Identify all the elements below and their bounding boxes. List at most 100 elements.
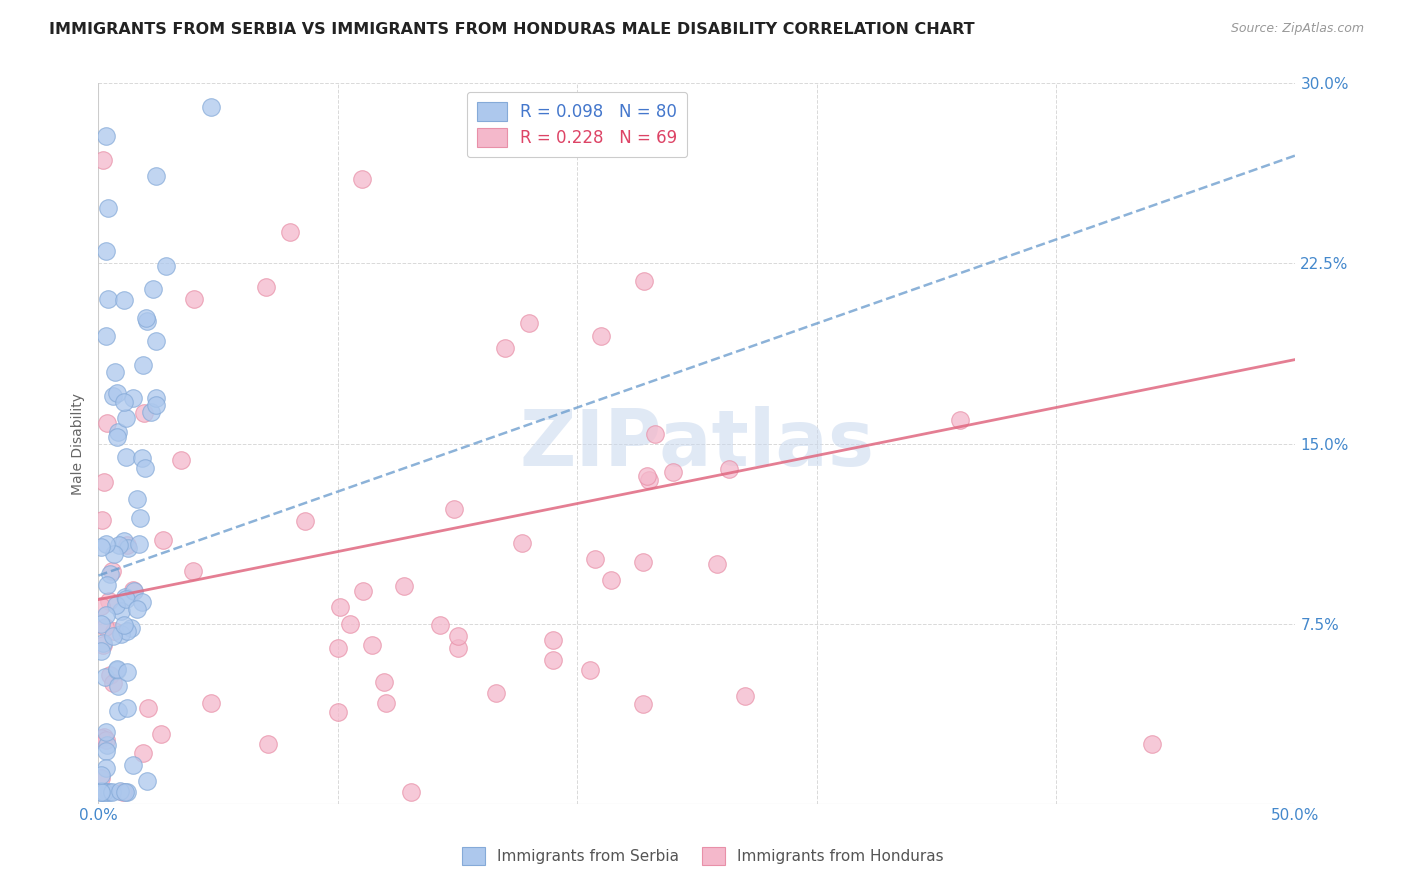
Point	[97, 293, 120, 307]
Point	[112, 618, 135, 632]
Point	[93, 730, 115, 744]
Point	[93, 475, 115, 489]
Point	[145, 334, 167, 348]
Point	[107, 425, 129, 439]
Point	[139, 405, 162, 419]
Point	[278, 225, 301, 239]
Point	[633, 274, 655, 288]
Point	[152, 533, 174, 547]
Point	[200, 100, 222, 114]
Point	[717, 461, 740, 475]
Point	[107, 679, 129, 693]
Point	[128, 537, 150, 551]
Point	[949, 412, 972, 426]
Point	[111, 784, 134, 798]
Point	[115, 411, 138, 425]
Point	[91, 153, 114, 168]
Point	[94, 536, 117, 550]
Point	[361, 638, 384, 652]
Point	[94, 619, 117, 633]
Point	[200, 696, 222, 710]
Point	[101, 676, 124, 690]
Point	[94, 669, 117, 683]
Point	[114, 784, 136, 798]
Point	[543, 652, 565, 666]
Point	[96, 578, 118, 592]
Point	[136, 774, 159, 789]
Point	[121, 391, 143, 405]
Point	[110, 604, 132, 618]
Point	[90, 768, 112, 782]
Point	[90, 540, 112, 554]
Point	[117, 541, 139, 555]
Point	[125, 602, 148, 616]
Point	[94, 744, 117, 758]
Point	[1140, 737, 1163, 751]
Point	[494, 341, 516, 355]
Point	[142, 282, 165, 296]
Point	[115, 665, 138, 679]
Point	[125, 491, 148, 506]
Point	[91, 784, 114, 798]
Point	[112, 395, 135, 409]
Point	[326, 640, 349, 655]
Point	[94, 761, 117, 775]
Legend: R = 0.098   N = 80, R = 0.228   N = 69: R = 0.098 N = 80, R = 0.228 N = 69	[467, 92, 688, 157]
Point	[122, 583, 145, 598]
Point	[145, 391, 167, 405]
Point	[96, 416, 118, 430]
Point	[326, 706, 349, 720]
Point	[90, 784, 112, 798]
Point	[150, 727, 173, 741]
Point	[136, 314, 159, 328]
Point	[105, 662, 128, 676]
Point	[97, 784, 120, 798]
Point	[578, 663, 600, 677]
Point	[131, 451, 153, 466]
Point	[115, 538, 138, 552]
Point	[183, 293, 205, 307]
Point	[339, 617, 361, 632]
Point	[112, 293, 135, 307]
Point	[115, 700, 138, 714]
Point	[734, 689, 756, 703]
Point	[101, 629, 124, 643]
Point	[93, 784, 115, 798]
Point	[373, 675, 395, 690]
Point	[644, 426, 666, 441]
Point	[443, 502, 465, 516]
Point	[114, 591, 136, 606]
Point	[136, 701, 159, 715]
Point	[115, 784, 138, 798]
Point	[90, 784, 112, 798]
Point	[392, 579, 415, 593]
Point	[583, 551, 606, 566]
Point	[103, 624, 125, 638]
Point	[90, 617, 112, 632]
Point	[510, 536, 533, 550]
Point	[108, 538, 131, 552]
Point	[132, 406, 155, 420]
Legend: Immigrants from Serbia, Immigrants from Honduras: Immigrants from Serbia, Immigrants from …	[456, 841, 950, 871]
Point	[101, 388, 124, 402]
Point	[591, 328, 613, 343]
Point	[96, 738, 118, 752]
Point	[90, 643, 112, 657]
Point	[350, 172, 373, 186]
Point	[519, 317, 541, 331]
Point	[104, 599, 127, 613]
Point	[446, 629, 468, 643]
Point	[294, 514, 316, 528]
Point	[134, 461, 156, 475]
Point	[631, 697, 654, 711]
Point	[120, 621, 142, 635]
Point	[257, 737, 280, 751]
Point	[353, 584, 375, 599]
Point	[169, 452, 191, 467]
Point	[114, 590, 136, 604]
Point	[90, 599, 112, 614]
Point	[145, 169, 167, 183]
Point	[132, 746, 155, 760]
Text: IMMIGRANTS FROM SERBIA VS IMMIGRANTS FROM HONDURAS MALE DISABILITY CORRELATION C: IMMIGRANTS FROM SERBIA VS IMMIGRANTS FRO…	[49, 22, 974, 37]
Point	[132, 358, 155, 372]
